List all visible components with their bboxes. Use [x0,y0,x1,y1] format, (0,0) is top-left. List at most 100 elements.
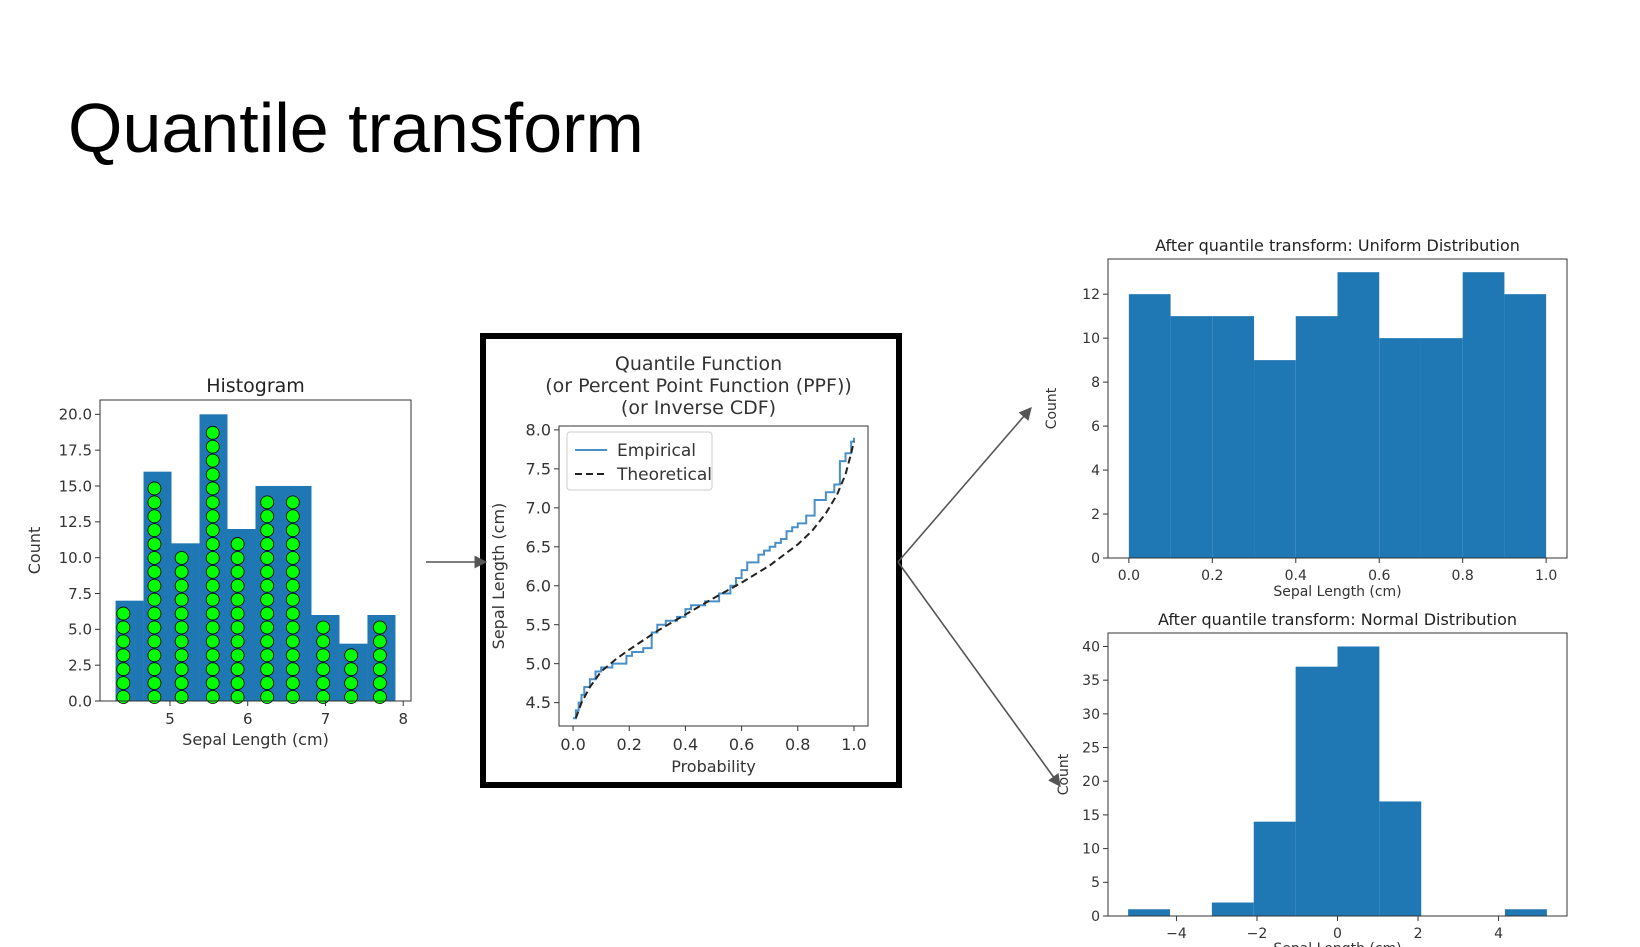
sample-dot [205,453,220,468]
sample-dot [260,551,275,565]
sample-dot [205,439,220,454]
sample-dot [285,648,300,663]
x-tick-label: 0.4 [1285,568,1307,584]
sample-dot [147,662,162,677]
sample-dot [116,634,131,649]
sample-dot [147,564,162,579]
sample-dot [316,634,331,649]
y-tick-label: 7.0 [526,498,551,517]
sample-dot [260,676,275,690]
series-line-empirical [573,437,855,720]
histogram-bar [1420,338,1463,558]
sample-dot [205,676,220,690]
sample-dot [260,509,275,524]
sample-dot [285,523,300,538]
sample-dot [147,481,162,496]
sample-dot [285,592,300,607]
y-axis-label: Count [25,527,44,575]
sample-dot [174,690,189,704]
histogram-bar [1254,360,1296,558]
y-axis-label: Count [1044,387,1060,429]
sample-dot [147,606,162,621]
sample-dot [260,662,275,677]
x-tick-label: 0 [1333,926,1342,942]
chart-title: After quantile transform: Normal Distrib… [1158,610,1517,629]
x-tick-label: 0.2 [617,735,642,754]
y-tick-label: 20.0 [59,406,92,424]
x-axis-label: Sepal Length (cm) [182,730,329,749]
sample-dot [260,523,275,538]
sample-dot [205,662,220,677]
x-tick-label: 7 [321,710,331,728]
y-tick-label: 6.0 [526,576,551,595]
sample-dot [147,676,162,690]
normal-histogram-chart: 0 5 10 15 20 25 30 35 40 −4 −2 0 2 4 Sepal Length (cm)… [1056,610,1568,947]
chart-title-line: (or Percent Point Function (PPF)) [545,375,852,397]
y-tick-label: 25 [1082,740,1100,756]
sample-dot [285,690,300,704]
sample-dot [285,676,300,690]
sample-dot [260,620,275,635]
sample-dot [344,690,359,704]
sample-dot [205,634,220,649]
chart-title-line: Quantile Function [615,353,782,375]
sample-dot [147,648,162,663]
sample-dot [174,676,189,690]
sample-dot [230,662,245,677]
sample-dot [372,676,387,690]
sample-dot [372,690,387,704]
y-tick-label: 15 [1082,808,1100,824]
x-tick-label: −4 [1166,926,1187,942]
sample-dot [285,537,300,551]
y-axis-label: Sepal Length (cm) [489,503,508,650]
histogram-bar [1211,902,1254,916]
sample-dot [372,648,387,663]
sample-dot [230,592,245,607]
sample-dot [147,592,162,607]
sample-dot [174,551,189,565]
histogram-bar [1504,294,1547,558]
sample-dot [147,509,162,524]
y-tick-label: 10.0 [59,549,92,567]
sample-dot [260,564,275,579]
sample-dot [260,592,275,607]
sample-dot [372,662,387,677]
y-tick-label: 12 [1082,287,1100,303]
sample-dot [260,648,275,663]
x-tick-label: 1.0 [841,735,866,754]
histogram-chart: 0.0 2.5 5.0 7.5 10.0 12.5 15.0 17.5 20.0 5 6 7 8 Sepa… [25,375,412,749]
histogram-bar [1462,272,1505,558]
y-tick-label: 20 [1082,774,1100,790]
x-tick-label: 8 [398,710,408,728]
sample-dot [285,620,300,635]
sample-dot [205,551,220,565]
arrow-to-uniform [897,407,1032,563]
sample-dot [205,690,220,704]
sample-dot [147,537,162,551]
x-axis-label: Probability [671,757,756,776]
plot-frame [99,399,412,702]
sample-dot [285,662,300,677]
sample-dot [285,634,300,649]
x-tick-label: 0.0 [560,735,585,754]
y-tick-label: 4.5 [526,693,551,712]
x-tick-label: 0.0 [1118,568,1140,584]
histogram-bar [1253,821,1296,916]
sample-dot [285,495,300,510]
sample-dot [174,606,189,621]
sample-dot [205,578,220,593]
sample-dot [116,606,131,621]
sample-dot [372,634,387,649]
sample-dot [147,634,162,649]
sample-dot [147,620,162,635]
histogram-bar [1337,646,1380,916]
sample-dot [260,537,275,551]
sample-dot [230,634,245,649]
sample-dot [260,690,275,704]
sample-dot [205,648,220,663]
sample-dot [285,578,300,593]
y-tick-label: 8.0 [526,420,551,439]
sample-dot [205,523,220,538]
sample-dot [316,676,331,690]
